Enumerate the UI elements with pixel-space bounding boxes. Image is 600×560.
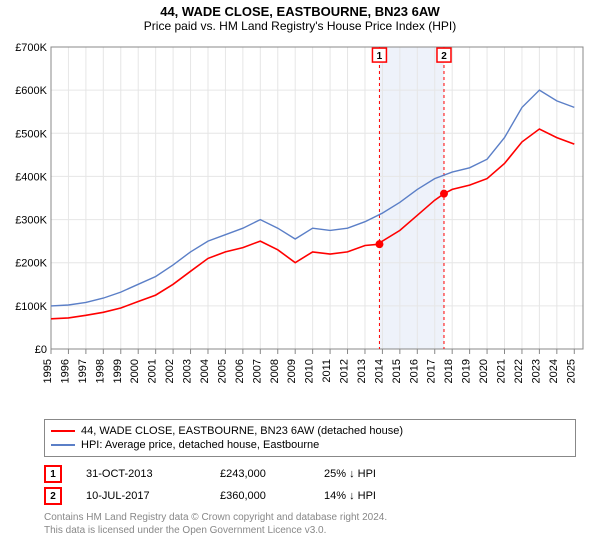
svg-text:2025: 2025: [565, 359, 577, 383]
svg-text:2010: 2010: [304, 359, 316, 383]
svg-text:2017: 2017: [426, 359, 438, 383]
svg-text:2018: 2018: [443, 359, 455, 383]
transaction-delta: 14% ↓ HPI: [324, 490, 376, 502]
svg-text:£600K: £600K: [15, 85, 47, 97]
attribution-line2: This data is licensed under the Open Gov…: [44, 524, 576, 537]
chart-area: £0 £100K £200K £300K £400K £500K £600K £700K 199…: [5, 39, 595, 409]
svg-text:2000: 2000: [129, 359, 141, 383]
svg-text:1: 1: [377, 51, 383, 62]
transaction-row: 1 31-OCT-2013 £243,000 25% ↓ HPI: [44, 463, 576, 485]
svg-text:1997: 1997: [77, 359, 89, 383]
svg-text:2020: 2020: [478, 359, 490, 383]
transaction-table: 1 31-OCT-2013 £243,000 25% ↓ HPI 2 10-JUL-201…: [44, 463, 576, 507]
svg-text:2012: 2012: [339, 359, 351, 383]
svg-text:2: 2: [441, 51, 447, 62]
svg-text:2004: 2004: [199, 359, 211, 383]
transaction-marker: 2: [44, 487, 62, 505]
svg-text:2011: 2011: [321, 359, 333, 383]
svg-text:2024: 2024: [548, 359, 560, 383]
svg-text:£100K: £100K: [15, 301, 47, 313]
svg-text:£500K: £500K: [15, 128, 47, 140]
svg-text:2019: 2019: [461, 359, 473, 383]
svg-text:1996: 1996: [59, 359, 71, 383]
chart-svg: £0 £100K £200K £300K £400K £500K £600K £700K 199…: [5, 39, 595, 409]
svg-text:2006: 2006: [234, 359, 246, 383]
svg-text:2001: 2001: [147, 359, 159, 383]
svg-text:1998: 1998: [94, 359, 106, 383]
legend: 44, WADE CLOSE, EASTBOURNE, BN23 6AW (de…: [44, 419, 576, 457]
svg-text:£400K: £400K: [15, 171, 47, 183]
transaction-row: 2 10-JUL-2017 £360,000 14% ↓ HPI: [44, 485, 576, 507]
transaction-price: £243,000: [220, 468, 300, 480]
attribution-line1: Contains HM Land Registry data © Crown c…: [44, 511, 576, 524]
transaction-date: 31-OCT-2013: [86, 468, 196, 480]
svg-text:2023: 2023: [530, 359, 542, 383]
legend-row: 44, WADE CLOSE, EASTBOURNE, BN23 6AW (de…: [51, 424, 569, 438]
transaction-price: £360,000: [220, 490, 300, 502]
legend-row: HPI: Average price, detached house, East…: [51, 438, 569, 452]
legend-label: HPI: Average price, detached house, East…: [81, 439, 319, 451]
attribution: Contains HM Land Registry data © Crown c…: [44, 511, 576, 537]
svg-text:1999: 1999: [112, 359, 124, 383]
svg-text:2013: 2013: [356, 359, 368, 383]
svg-text:2007: 2007: [251, 359, 263, 383]
chart-subtitle: Price paid vs. HM Land Registry's House …: [0, 19, 600, 39]
svg-text:2002: 2002: [164, 359, 176, 383]
svg-text:£700K: £700K: [15, 42, 47, 54]
svg-text:2016: 2016: [408, 359, 420, 383]
transaction-marker: 1: [44, 465, 62, 483]
svg-text:2008: 2008: [269, 359, 281, 383]
legend-swatch: [51, 444, 75, 446]
svg-text:2015: 2015: [391, 359, 403, 383]
svg-text:£0: £0: [35, 344, 47, 356]
legend-swatch: [51, 430, 75, 432]
transaction-date: 10-JUL-2017: [86, 490, 196, 502]
svg-text:2014: 2014: [373, 359, 385, 383]
chart-title: 44, WADE CLOSE, EASTBOURNE, BN23 6AW: [0, 0, 600, 19]
svg-text:£200K: £200K: [15, 258, 47, 270]
svg-text:2003: 2003: [182, 359, 194, 383]
svg-text:2022: 2022: [513, 359, 525, 383]
svg-text:1995: 1995: [42, 359, 54, 383]
svg-text:2005: 2005: [216, 359, 228, 383]
svg-text:2021: 2021: [496, 359, 508, 383]
transaction-delta: 25% ↓ HPI: [324, 468, 376, 480]
legend-label: 44, WADE CLOSE, EASTBOURNE, BN23 6AW (de…: [81, 425, 403, 437]
svg-text:2009: 2009: [286, 359, 298, 383]
svg-text:£300K: £300K: [15, 215, 47, 227]
